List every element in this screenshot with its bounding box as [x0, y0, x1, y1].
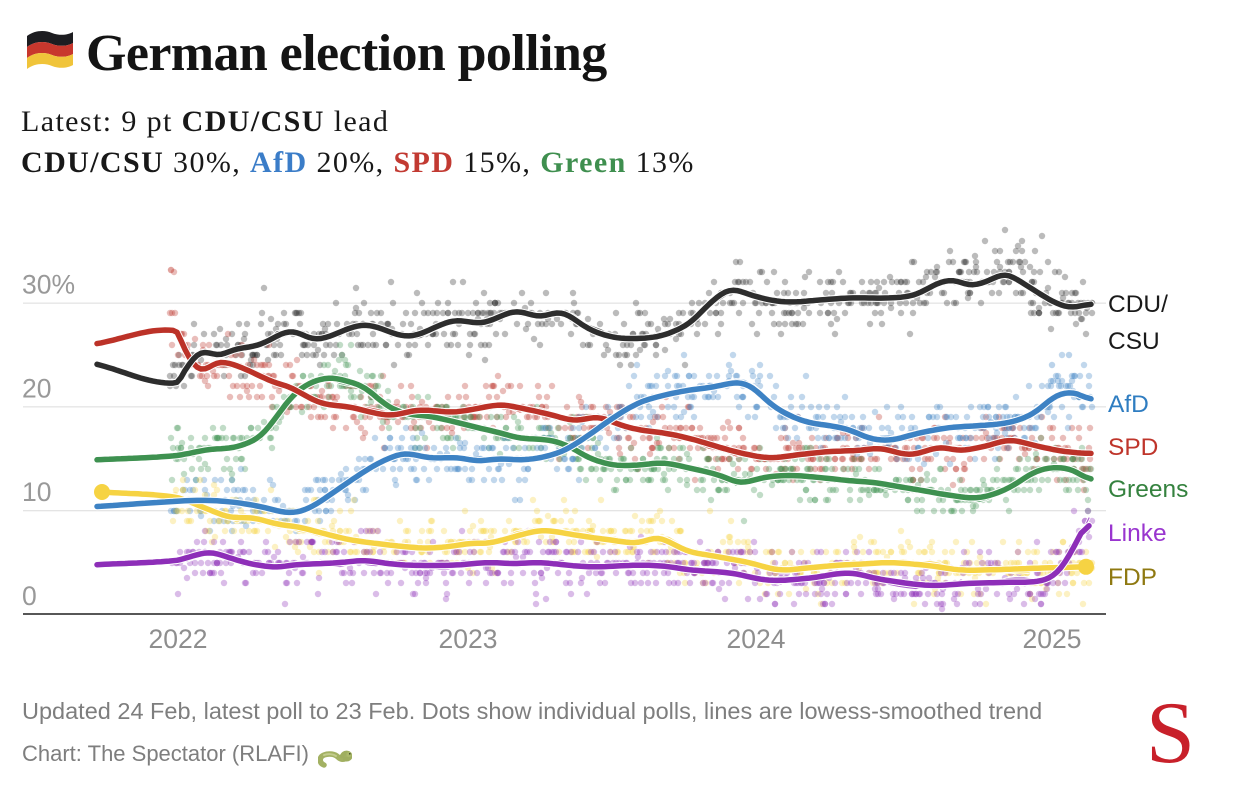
svg-text:FDP: FDP: [1108, 564, 1157, 591]
svg-text:2025: 2025: [1023, 624, 1082, 654]
svg-text:20: 20: [22, 373, 51, 403]
svg-text:CSU: CSU: [1108, 328, 1160, 355]
svg-text:2023: 2023: [439, 624, 498, 654]
svg-text:10: 10: [22, 477, 51, 507]
svg-text:Linke: Linke: [1108, 520, 1167, 547]
svg-text:AfD: AfD: [1108, 391, 1149, 418]
svg-text:0: 0: [22, 581, 37, 611]
svg-text:2024: 2024: [727, 624, 786, 654]
svg-text:30%: 30%: [22, 270, 75, 300]
svg-text:2022: 2022: [149, 624, 208, 654]
svg-text:CDU/: CDU/: [1108, 291, 1168, 318]
svg-text:Greens: Greens: [1108, 476, 1188, 503]
svg-text:SPD: SPD: [1108, 434, 1158, 461]
